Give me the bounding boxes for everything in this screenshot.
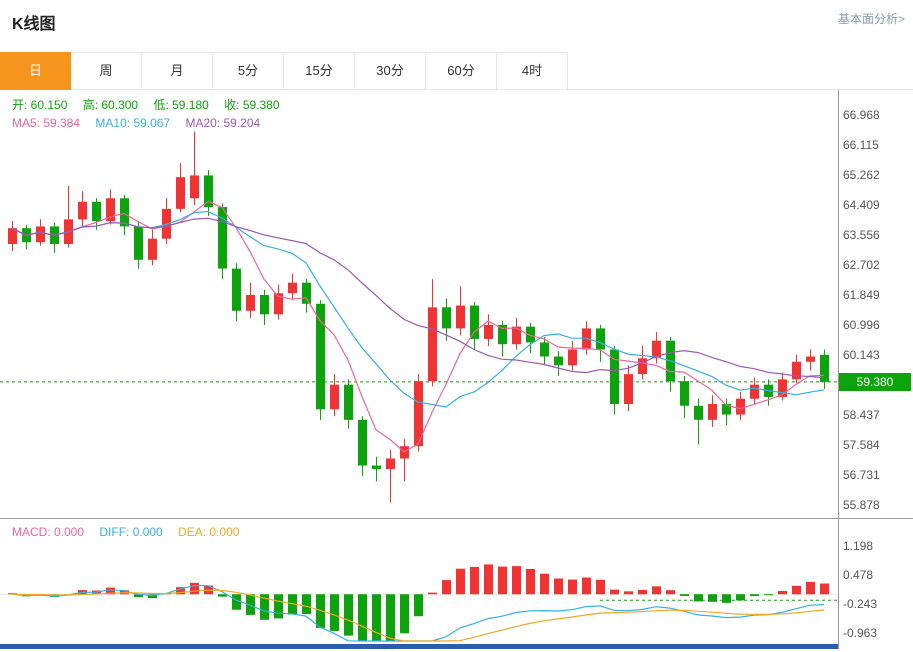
candlestick-chart-canvas[interactable] [0, 90, 838, 518]
macd-axis-label: 0.478 [843, 568, 874, 582]
price-axis-label: 60.143 [843, 348, 880, 362]
fundamental-analysis-link[interactable]: 基本面分析> [837, 12, 905, 26]
page-title: K线图 [12, 16, 56, 33]
price-axis-label: 66.968 [843, 108, 880, 122]
price-axis: 66.968 66.115 65.262 64.409 63.556 62.702 61.8… [839, 90, 913, 518]
tab-60min[interactable]: 60分 [426, 52, 497, 90]
chart-area: 开: 60.150 高: 60.300 低: 59.180 收: 59.380 … [0, 90, 913, 652]
price-axis-label: 62.702 [843, 258, 880, 273]
current-price-tag: 59.380 [839, 372, 911, 391]
tab-4hour[interactable]: 4时 [497, 52, 568, 90]
price-axis-label: 55.878 [843, 498, 880, 512]
tab-monthly[interactable]: 月 [142, 52, 213, 90]
chart-scrollbar[interactable] [0, 644, 838, 649]
panel-divider [0, 518, 913, 519]
price-axis-label: 61.849 [843, 288, 880, 303]
price-axis-label: 64.409 [843, 197, 880, 212]
macd-chart-canvas[interactable] [0, 519, 838, 644]
axis-divider [838, 90, 839, 649]
macd-axis-label: -0.243 [843, 597, 878, 612]
tab-30min[interactable]: 30分 [355, 52, 426, 90]
price-axis-label: 57.584 [843, 438, 880, 452]
tab-weekly[interactable]: 周 [71, 52, 142, 90]
price-axis-label: 58.437 [843, 408, 880, 422]
tab-15min[interactable]: 15分 [284, 52, 355, 90]
macd-axis-label: -0.963 [843, 626, 878, 641]
macd-axis: 1.198 0.478 -0.243 -0.963 [839, 519, 913, 644]
price-axis-label: 66.115 [843, 137, 879, 152]
tab-daily[interactable]: 日 [0, 52, 71, 90]
period-tabs: 日 周 月 5分 15分 30分 60分 4时 [0, 52, 913, 90]
price-axis-label: 63.556 [843, 227, 880, 242]
tab-5min[interactable]: 5分 [213, 52, 284, 90]
macd-axis-label: 1.198 [843, 539, 874, 553]
price-axis-label: 56.731 [843, 468, 880, 482]
price-axis-label: 65.262 [843, 167, 880, 182]
price-axis-label: 60.996 [843, 318, 880, 333]
